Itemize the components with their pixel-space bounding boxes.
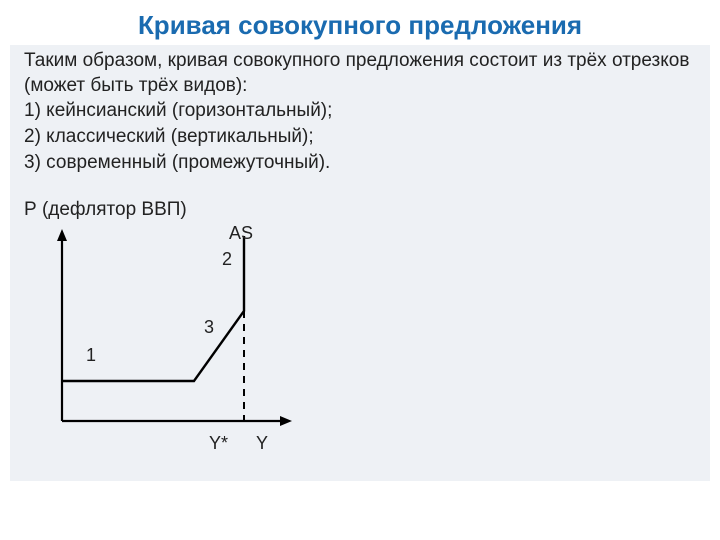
list-item: 2) классический (вертикальный); [24, 124, 696, 150]
label-ystar: Y* [209, 433, 228, 453]
label-seg2: 2 [222, 249, 232, 269]
y-axis-label: Р (дефлятор ВВП) [24, 199, 696, 221]
slide: Кривая совокупного предложения Таким обр… [0, 0, 720, 540]
intro-paragraph: Таким образом, кривая совокупного предло… [24, 49, 696, 98]
spacer [24, 175, 696, 189]
content-panel: Таким образом, кривая совокупного предло… [10, 45, 710, 481]
label-seg3: 3 [204, 317, 214, 337]
list-item: 1) кейнсианский (горизонтальный); [24, 98, 696, 124]
list-item: 3) современный (промежуточный). [24, 150, 696, 176]
y-axis-arrow [57, 229, 67, 241]
slide-title: Кривая совокупного предложения [0, 0, 720, 45]
label-seg1: 1 [86, 345, 96, 365]
as-curve-chart: AS 1 2 3 Y* Y [24, 221, 324, 471]
label-as: AS [229, 223, 253, 243]
label-y: Y [256, 433, 268, 453]
x-axis-arrow [280, 416, 292, 426]
